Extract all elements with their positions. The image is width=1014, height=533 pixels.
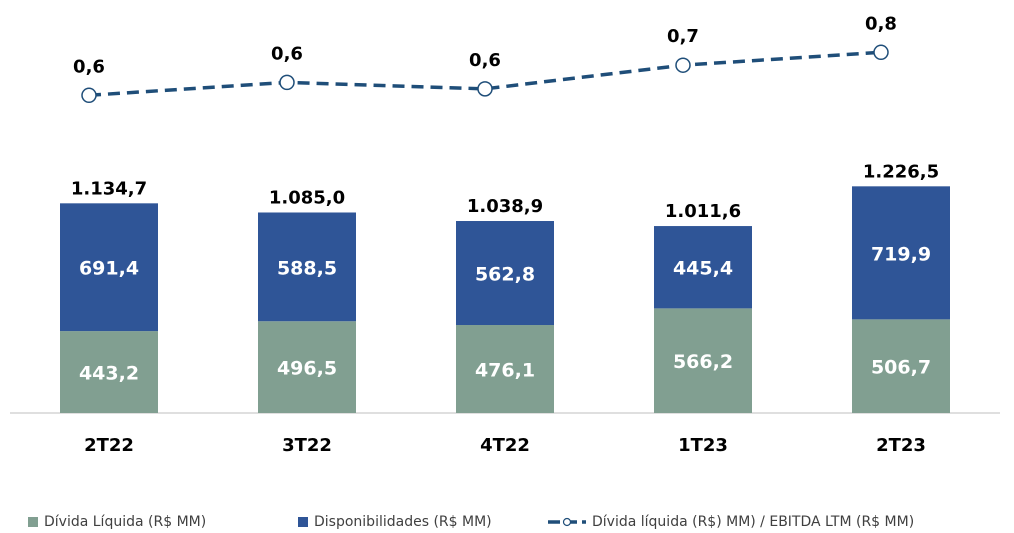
data-label: 0,6	[73, 56, 105, 77]
total-label: 1.038,9	[467, 196, 543, 217]
x-tick-label: 2T22	[84, 435, 134, 456]
data-label: 506,7	[871, 357, 931, 379]
data-label: 566,2	[673, 351, 733, 373]
data-label: 445,4	[673, 258, 733, 280]
total-label: 1.226,5	[863, 161, 939, 182]
data-label: 0,7	[667, 26, 699, 47]
x-tick-label: 3T22	[282, 435, 332, 456]
bar-segment	[654, 308, 752, 413]
bar-segment	[258, 321, 356, 413]
data-label: 562,8	[475, 264, 535, 286]
bar-segment	[456, 221, 554, 326]
line-marker	[675, 57, 691, 73]
legend-label: Dívida líquida (R$) MM) / EBITDA LTM (R$…	[592, 514, 914, 530]
data-label: 719,9	[871, 243, 931, 265]
legend-swatch-marker	[562, 517, 572, 527]
data-label: 588,5	[277, 257, 337, 279]
bar-segment	[60, 331, 158, 413]
data-label: 0,8	[865, 13, 897, 34]
bar-segment	[852, 186, 950, 320]
bar-segment	[456, 325, 554, 413]
data-label: 691,4	[79, 258, 139, 280]
bar-segment	[258, 212, 356, 322]
data-label: 476,1	[475, 360, 535, 382]
line-marker	[477, 81, 493, 97]
bar-segment	[654, 226, 752, 309]
data-label: 0,6	[469, 50, 501, 71]
line-marker	[873, 44, 889, 61]
line-marker	[81, 87, 97, 104]
data-label: 496,5	[277, 358, 337, 380]
bar-segment	[852, 319, 950, 413]
legend-swatch	[28, 517, 38, 527]
total-label: 1.134,7	[71, 178, 147, 199]
x-tick-label: 2T23	[876, 435, 926, 456]
legend-swatch	[298, 517, 308, 527]
legend-label: Disponibilidades (R$ MM)	[314, 514, 492, 530]
x-tick-label: 4T22	[480, 435, 530, 456]
total-label: 1.011,6	[665, 201, 741, 222]
data-label: 0,6	[271, 43, 303, 64]
legend-label: Dívida Líquida (R$ MM)	[44, 514, 206, 530]
line-marker	[279, 74, 295, 91]
x-tick-label: 1T23	[678, 435, 728, 456]
data-label: 443,2	[79, 363, 139, 385]
bar-segment	[60, 203, 158, 332]
total-label: 1.085,0	[269, 187, 345, 208]
